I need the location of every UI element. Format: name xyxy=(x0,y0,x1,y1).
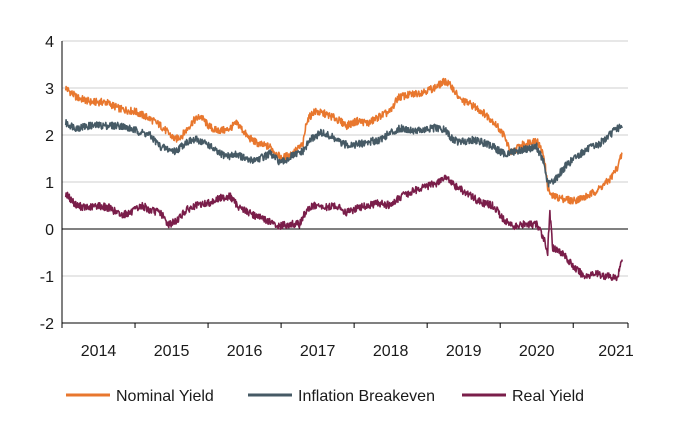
y-tick-label: -1 xyxy=(40,269,54,286)
y-tick-label: 3 xyxy=(45,81,54,98)
x-tick-label: 2015 xyxy=(154,343,190,360)
legend-label: Nominal Yield xyxy=(116,388,214,405)
x-tick-label: 2020 xyxy=(519,343,555,360)
y-tick-label: 0 xyxy=(45,222,54,239)
y-tick-label: 2 xyxy=(45,128,54,145)
x-tick-label: 2019 xyxy=(446,343,482,360)
y-tick-label: -2 xyxy=(40,316,54,333)
y-axis-ticks: -2 -1 0 1 2 3 4 xyxy=(40,34,54,333)
y-tick-label: 4 xyxy=(45,34,54,51)
series-line-1 xyxy=(64,119,623,188)
x-tick-label: 2018 xyxy=(373,343,409,360)
x-tick-label: 2021 xyxy=(598,343,634,360)
axes xyxy=(61,41,628,324)
legend-label: Inflation Breakeven xyxy=(298,388,435,405)
x-axis-ticks: 2014 2015 2016 2017 2018 2019 2020 2021 xyxy=(61,323,634,360)
series-lines xyxy=(64,77,623,282)
gridlines xyxy=(62,40,628,277)
x-tick-label: 2014 xyxy=(81,343,117,360)
x-tick-label: 2017 xyxy=(300,343,336,360)
legend: Nominal Yield Inflation Breakeven Real Yie… xyxy=(66,388,584,405)
legend-label: Real Yield xyxy=(512,388,584,405)
y-tick-label: 1 xyxy=(45,175,54,192)
x-tick-label: 2016 xyxy=(227,343,263,360)
series-line-2 xyxy=(64,174,623,282)
